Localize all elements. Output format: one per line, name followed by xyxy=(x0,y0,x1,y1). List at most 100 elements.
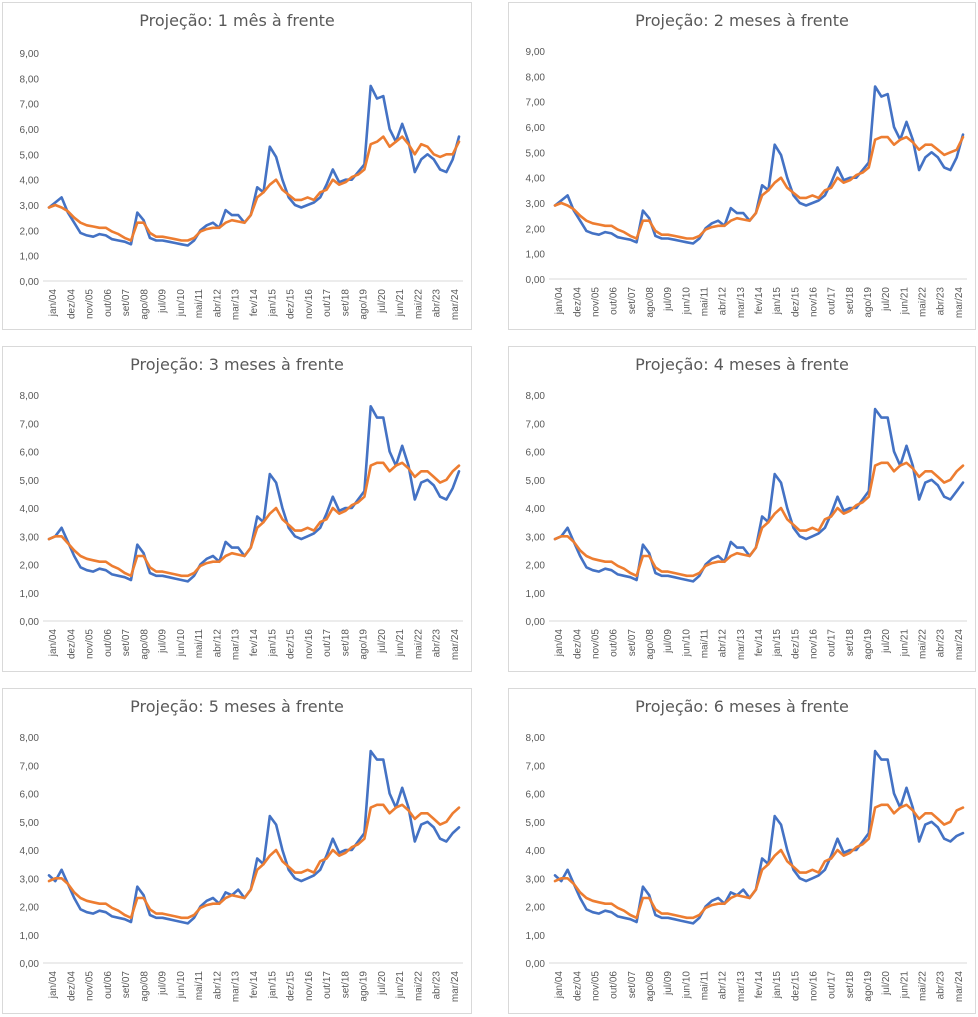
x-tick-label: jan/04 xyxy=(48,289,59,318)
series-line-orange xyxy=(47,461,461,578)
x-tick-label: mar/13 xyxy=(736,971,747,1003)
x-tick-label: set/07 xyxy=(121,629,132,657)
x-tick-label: ago/19 xyxy=(359,629,370,660)
x-tick-label: out/17 xyxy=(827,287,838,315)
x-tick-label: jun/21 xyxy=(395,629,406,658)
y-tick-label: 1,00 xyxy=(20,931,40,942)
x-tick-label: jun/10 xyxy=(681,629,692,658)
y-tick-label: 7,00 xyxy=(20,100,40,111)
x-tick-label: set/07 xyxy=(627,287,638,315)
x-tick-label: jan/15 xyxy=(772,629,783,658)
series-line-orange xyxy=(553,461,965,578)
x-tick-label: ago/08 xyxy=(139,289,150,320)
chart-title: Projeção: 5 meses à frente xyxy=(130,697,344,716)
x-tick-label: set/18 xyxy=(845,287,856,315)
x-tick-label: mar/24 xyxy=(450,629,461,661)
x-tick-label: jun/21 xyxy=(899,629,910,658)
x-tick-label: dez/04 xyxy=(66,629,77,659)
y-tick-label: 2,00 xyxy=(20,903,40,914)
y-tick-label: 0,00 xyxy=(526,959,546,970)
x-tick-label: jun/10 xyxy=(681,287,692,316)
x-tick-label: set/07 xyxy=(121,289,132,317)
x-tick-label: abr/23 xyxy=(936,971,947,1000)
x-tick-label: nov/16 xyxy=(809,287,820,317)
chart-panel-2: Projeção: 2 meses à frente 0,00 1,00 2,00 3… xyxy=(508,2,976,330)
y-tick-label: 7,00 xyxy=(526,98,546,109)
x-tick-label: nov/05 xyxy=(85,629,96,659)
y-tick-label: 5,00 xyxy=(526,476,546,487)
x-tick-label: fev/14 xyxy=(754,629,765,657)
x-tick-label: mai/11 xyxy=(194,971,205,1001)
y-tick-label: 3,00 xyxy=(20,532,40,543)
x-tick-label: mar/24 xyxy=(450,289,461,321)
x-tick-label: out/17 xyxy=(322,289,333,317)
x-tick-label: jun/10 xyxy=(681,971,692,1000)
x-tick-label: jul/09 xyxy=(158,289,169,314)
line-chart: 0,00 1,00 2,00 3,00 4,00 5,00 6,00 7,00 8,00 jan/… xyxy=(526,391,967,661)
x-tick-label: abr/12 xyxy=(212,629,223,658)
y-tick-label: 0,00 xyxy=(20,617,40,628)
x-tick-label: mar/13 xyxy=(231,629,242,661)
y-tick-label: 0,00 xyxy=(20,277,40,288)
y-tick-label: 5,00 xyxy=(20,150,40,161)
x-tick-label: abr/23 xyxy=(936,629,947,658)
x-tick-label: dez/15 xyxy=(286,629,297,659)
series-line-orange xyxy=(47,135,461,242)
x-tick-label: jun/10 xyxy=(176,289,187,318)
y-tick-label: 2,00 xyxy=(20,226,40,237)
line-chart: 0,00 1,00 2,00 3,00 4,00 5,00 6,00 7,00 8,00 jan/… xyxy=(526,733,967,1003)
x-tick-label: ago/08 xyxy=(645,287,656,318)
y-tick-label: 4,00 xyxy=(20,504,40,515)
x-tick-label: ago/19 xyxy=(863,287,874,318)
y-tick-label: 1,00 xyxy=(20,589,40,600)
x-tick-label: out/06 xyxy=(609,629,620,657)
line-chart: 0,00 1,00 2,00 3,00 4,00 5,00 6,00 7,00 8,00 9,00… xyxy=(20,49,463,321)
series-line-blue xyxy=(553,85,965,245)
y-tick-label: 4,00 xyxy=(526,174,546,185)
y-tick-label: 6,00 xyxy=(526,123,546,134)
y-tick-label: 7,00 xyxy=(20,419,40,430)
x-tick-label: jan/04 xyxy=(48,629,59,658)
line-chart: 0,00 1,00 2,00 3,00 4,00 5,00 6,00 7,00 8,00 jan/… xyxy=(20,733,463,1002)
x-tick-label: set/07 xyxy=(627,629,638,657)
x-tick-label: mai/11 xyxy=(699,287,710,317)
x-tick-label: nov/16 xyxy=(304,971,315,1001)
y-tick-label: 7,00 xyxy=(20,761,40,772)
x-tick-label: ago/08 xyxy=(139,629,150,660)
x-tick-label: abr/23 xyxy=(936,287,947,316)
x-tick-label: mar/24 xyxy=(954,971,965,1003)
x-tick-label: set/18 xyxy=(340,289,351,317)
x-tick-label: jan/15 xyxy=(267,629,278,658)
y-tick-label: 4,00 xyxy=(526,504,546,515)
x-tick-label: dez/04 xyxy=(66,971,77,1001)
y-tick-label: 4,00 xyxy=(20,846,40,857)
y-tick-label: 2,00 xyxy=(526,903,546,914)
y-tick-label: 6,00 xyxy=(20,448,40,459)
x-tick-label: ago/19 xyxy=(359,289,370,320)
y-tick-label: 7,00 xyxy=(526,761,546,772)
y-tick-label: 8,00 xyxy=(526,733,546,744)
x-tick-label: out/06 xyxy=(103,289,114,317)
series-line-blue xyxy=(553,407,965,583)
y-tick-label: 7,00 xyxy=(526,419,546,430)
x-tick-label: fev/14 xyxy=(754,287,765,315)
x-tick-label: mar/13 xyxy=(736,629,747,661)
x-tick-label: ago/08 xyxy=(645,629,656,660)
chart-title: Projeção: 6 meses à frente xyxy=(635,697,849,716)
x-tick-label: dez/15 xyxy=(286,289,297,319)
x-tick-label: out/06 xyxy=(609,971,620,999)
x-tick-label: mai/22 xyxy=(918,629,929,659)
x-tick-label: mar/24 xyxy=(954,287,965,319)
x-tick-label: jan/15 xyxy=(267,971,278,1000)
x-tick-label: dez/15 xyxy=(790,629,801,659)
chart-title: Projeção: 2 meses à frente xyxy=(635,11,849,30)
y-tick-label: 1,00 xyxy=(526,931,546,942)
x-tick-label: set/18 xyxy=(845,971,856,999)
x-tick-label: jan/15 xyxy=(772,287,783,316)
x-tick-label: set/18 xyxy=(340,971,351,999)
x-tick-label: mai/11 xyxy=(194,629,205,659)
x-tick-label: nov/05 xyxy=(85,289,96,319)
x-tick-label: jun/21 xyxy=(395,971,406,1000)
y-tick-label: 4,00 xyxy=(20,176,40,187)
chart-title: Projeção: 1 mês à frente xyxy=(139,11,335,30)
